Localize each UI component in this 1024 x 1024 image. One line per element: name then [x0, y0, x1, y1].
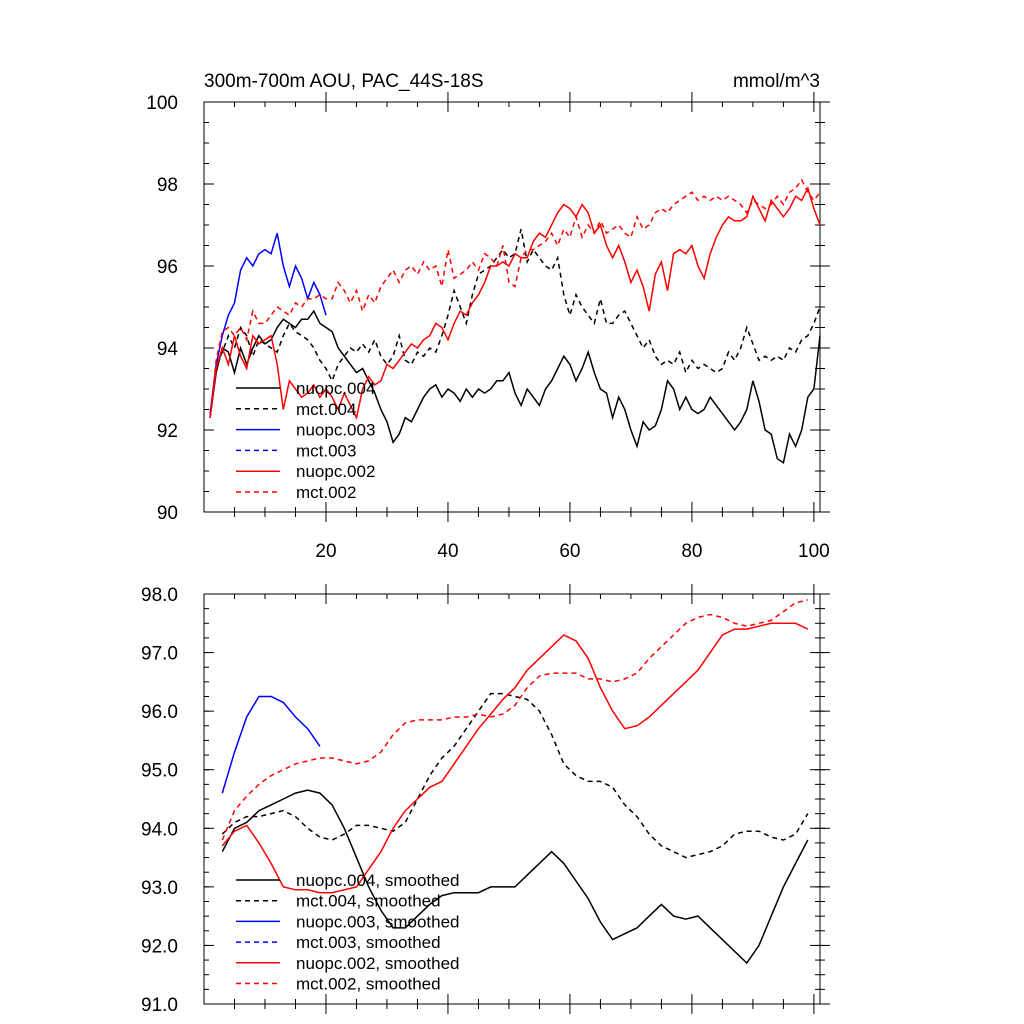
- y-tick-label: 100: [146, 93, 178, 114]
- x-tick-label: 100: [798, 541, 830, 562]
- legend-label: mct.004: [296, 400, 356, 419]
- legend-label: nuopc.004: [296, 379, 375, 398]
- series-line-1: [221, 692, 809, 859]
- top-series-lines: [209, 178, 821, 465]
- series-line-5: [209, 178, 821, 418]
- legend-label: mct.003: [296, 441, 356, 460]
- x-tick-label: 20: [315, 541, 336, 562]
- legend-label: nuopc.002, smoothed: [296, 954, 460, 973]
- y-tick-label: 98: [157, 175, 178, 196]
- y-tick-label: 93.0: [141, 878, 178, 899]
- y-tick-label: 96: [157, 257, 178, 278]
- legend-label: mct.004, smoothed: [296, 892, 441, 911]
- bottom-series-lines: [221, 599, 809, 965]
- y-tick-label: 90: [157, 503, 178, 524]
- legend-label: nuopc.002: [296, 462, 375, 481]
- series-line-4: [209, 186, 821, 420]
- y-tick-label: 92: [157, 421, 178, 442]
- legend-label: mct.002, smoothed: [296, 975, 441, 994]
- legend-label: mct.002: [296, 483, 356, 502]
- y-tick-label: 92.0: [141, 936, 178, 957]
- top-axes: 20 40 60 80 100 90 92 94 96 98 100: [146, 92, 830, 562]
- y-tick-label: 97.0: [141, 644, 178, 665]
- series-line-4: [221, 622, 809, 894]
- bottom-axes: 91.0 92.0 93.0 94.0 95.0 96.0 97.0 98.0: [141, 584, 830, 1016]
- series-line-2: [209, 232, 327, 414]
- y-tick-label: 91.0: [141, 995, 178, 1016]
- legend-label: nuopc.003, smoothed: [296, 912, 460, 931]
- y-tick-label: 94: [157, 339, 179, 360]
- bottom-panel: 91.0 92.0 93.0 94.0 95.0 96.0 97.0 98.0 nuopc.0…: [141, 584, 830, 1016]
- legend-label: nuopc.003: [296, 421, 375, 440]
- legend-label: mct.003, smoothed: [296, 933, 441, 952]
- y-tick-label: 94.0: [141, 819, 178, 840]
- y-tick-label: 98.0: [141, 585, 178, 606]
- y-tick-label: 96.0: [141, 702, 178, 723]
- series-line-1: [209, 228, 821, 418]
- series-line-0: [221, 789, 809, 965]
- x-tick-label: 60: [559, 541, 580, 562]
- series-line-2: [221, 695, 321, 794]
- y-tick-label: 95.0: [141, 761, 178, 782]
- legend-label: nuopc.004, smoothed: [296, 871, 460, 890]
- x-tick-label: 40: [437, 541, 458, 562]
- top-chart-units: mmol/m^3: [733, 71, 820, 92]
- series-line-5: [221, 599, 808, 841]
- series-line-0: [209, 309, 821, 465]
- top-chart-title: 300m-700m AOU, PAC_44S-18S: [204, 71, 484, 92]
- top-panel: 300m-700m AOU, PAC_44S-18S mmol/m^3 20 40…: [146, 71, 830, 562]
- x-tick-label: 80: [681, 541, 702, 562]
